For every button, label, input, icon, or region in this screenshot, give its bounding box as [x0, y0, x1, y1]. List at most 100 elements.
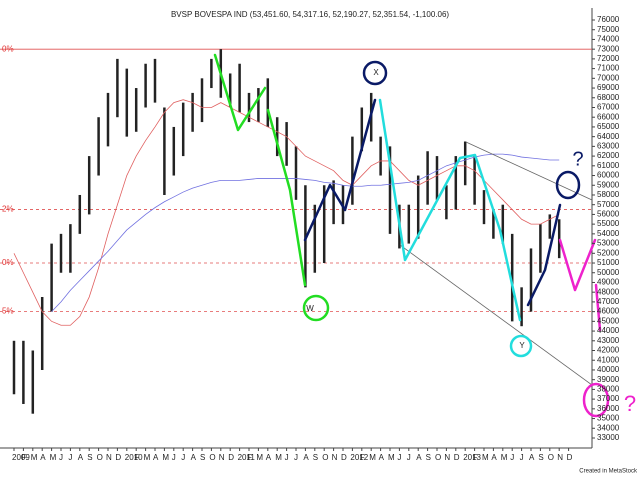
y-tick-label: 76000: [597, 15, 620, 24]
x-tick-label: J: [181, 453, 185, 462]
y-tick-label: 56000: [597, 210, 620, 219]
x-tick-label: 2012: [350, 453, 368, 462]
level-label: 2%: [2, 205, 14, 214]
x-tick-label: F: [360, 453, 365, 462]
x-tick-label: A: [40, 453, 46, 462]
footer: Created in MetaStock: [579, 469, 638, 475]
y-tick-label: 71000: [597, 64, 620, 73]
y-tick-label: 73000: [597, 44, 620, 53]
x-tick-label: A: [529, 453, 535, 462]
y-tick-label: 69000: [597, 83, 620, 92]
chart-title: BVSP BOVESPA IND (53,451.60, 54,317.16, …: [171, 10, 449, 19]
x-tick-label: O: [322, 453, 328, 462]
y-tick-label: 68000: [597, 93, 620, 102]
x-tick-label: N: [219, 453, 225, 462]
x-tick-label: J: [59, 453, 63, 462]
y-tick-label: 33000: [597, 433, 620, 442]
x-tick-label: F: [21, 453, 26, 462]
x-tick-label: A: [416, 453, 422, 462]
y-tick-label: 45000: [597, 316, 620, 325]
y-tick-label: 65000: [597, 122, 620, 131]
y-tick-label: 38000: [597, 385, 620, 394]
y-tick-label: 62000: [597, 151, 620, 160]
y-tick-label: 64000: [597, 132, 620, 141]
y-tick-label: 60000: [597, 171, 620, 180]
x-tick-label: D: [341, 453, 347, 462]
x-tick-label: F: [134, 453, 139, 462]
x-tick-label: O: [209, 453, 215, 462]
cyan-wave: [378, 98, 522, 322]
circle: [302, 294, 330, 322]
x-tick-label: M: [369, 453, 376, 462]
x-tick-label: O: [435, 453, 441, 462]
y-tick-label: 66000: [597, 112, 620, 121]
x-tick-label: A: [491, 453, 497, 462]
y-tick-label: 59000: [597, 180, 620, 189]
x-tick-label: M: [256, 453, 263, 462]
x-tick-label: M: [50, 453, 57, 462]
x-tick-label: D: [454, 453, 460, 462]
x-tick-label: 2010: [125, 453, 143, 462]
x-tick-label: F: [473, 453, 478, 462]
annotations: X W Y ? ?: [213, 53, 636, 418]
y-tick-label: 44000: [597, 326, 620, 335]
y-tick-label: 74000: [597, 35, 620, 44]
annotation: ?: [572, 148, 583, 170]
x-tick-label: J: [68, 453, 72, 462]
x-tick-label: N: [557, 453, 563, 462]
y-tick-label: 50000: [597, 268, 620, 277]
circle: [582, 382, 610, 418]
x-tick-label: M: [501, 453, 508, 462]
y-tick-label: 36000: [597, 404, 620, 413]
circle: [555, 170, 581, 200]
annotation: X: [373, 68, 379, 77]
circle: [362, 60, 388, 86]
y-tick-label: 55000: [597, 219, 620, 228]
level-label: 0%: [2, 44, 14, 53]
annotation: W: [306, 304, 314, 313]
y-tick-label: 42000: [597, 346, 620, 355]
y-tick-label: 43000: [597, 336, 620, 345]
x-tick-label: 2011: [238, 453, 256, 462]
y-tick-label: 75000: [597, 25, 620, 34]
y-tick-label: 39000: [597, 375, 620, 384]
y-tick-label: 67000: [597, 103, 620, 112]
y-tick-label: 47000: [597, 297, 620, 306]
y-tick-label: 51000: [597, 258, 620, 267]
y-tick-label: 72000: [597, 54, 620, 63]
x-tick-label: O: [97, 453, 103, 462]
x-tick-label: A: [266, 453, 272, 462]
x-tick-label: J: [397, 453, 401, 462]
magenta-wave: [558, 238, 602, 332]
y-tick-label: 53000: [597, 239, 620, 248]
x-tick-label: J: [285, 453, 289, 462]
x-tick-label: M: [162, 453, 169, 462]
y-tick-label: 40000: [597, 365, 620, 374]
y-tick-label: 52000: [597, 248, 620, 257]
x-tick-label: M: [31, 453, 38, 462]
level-label: 5%: [2, 307, 14, 316]
circle: [509, 334, 533, 358]
x-tick-label: J: [294, 453, 298, 462]
x-tick-label: O: [548, 453, 554, 462]
navy-wave: [526, 203, 562, 307]
x-tick-label: S: [200, 453, 205, 462]
x-tick-label: J: [520, 453, 524, 462]
green-wave: [213, 53, 307, 287]
y-tick-label: 46000: [597, 307, 620, 316]
y-tick-label: 57000: [597, 200, 620, 209]
x-tick-label: D: [228, 453, 234, 462]
x-tick-label: A: [153, 453, 159, 462]
x-tick-label: M: [144, 453, 151, 462]
trend-line: [399, 244, 593, 386]
x-tick-label: A: [78, 453, 84, 462]
y-tick-label: 48000: [597, 287, 620, 296]
x-tick-label: M: [482, 453, 489, 462]
x-tick-label: J: [172, 453, 176, 462]
y-tick-label: 49000: [597, 278, 620, 287]
x-tick-label: S: [313, 453, 318, 462]
x-tick-label: A: [191, 453, 197, 462]
annotation: Y: [519, 341, 525, 350]
navy-wave: [303, 98, 377, 242]
